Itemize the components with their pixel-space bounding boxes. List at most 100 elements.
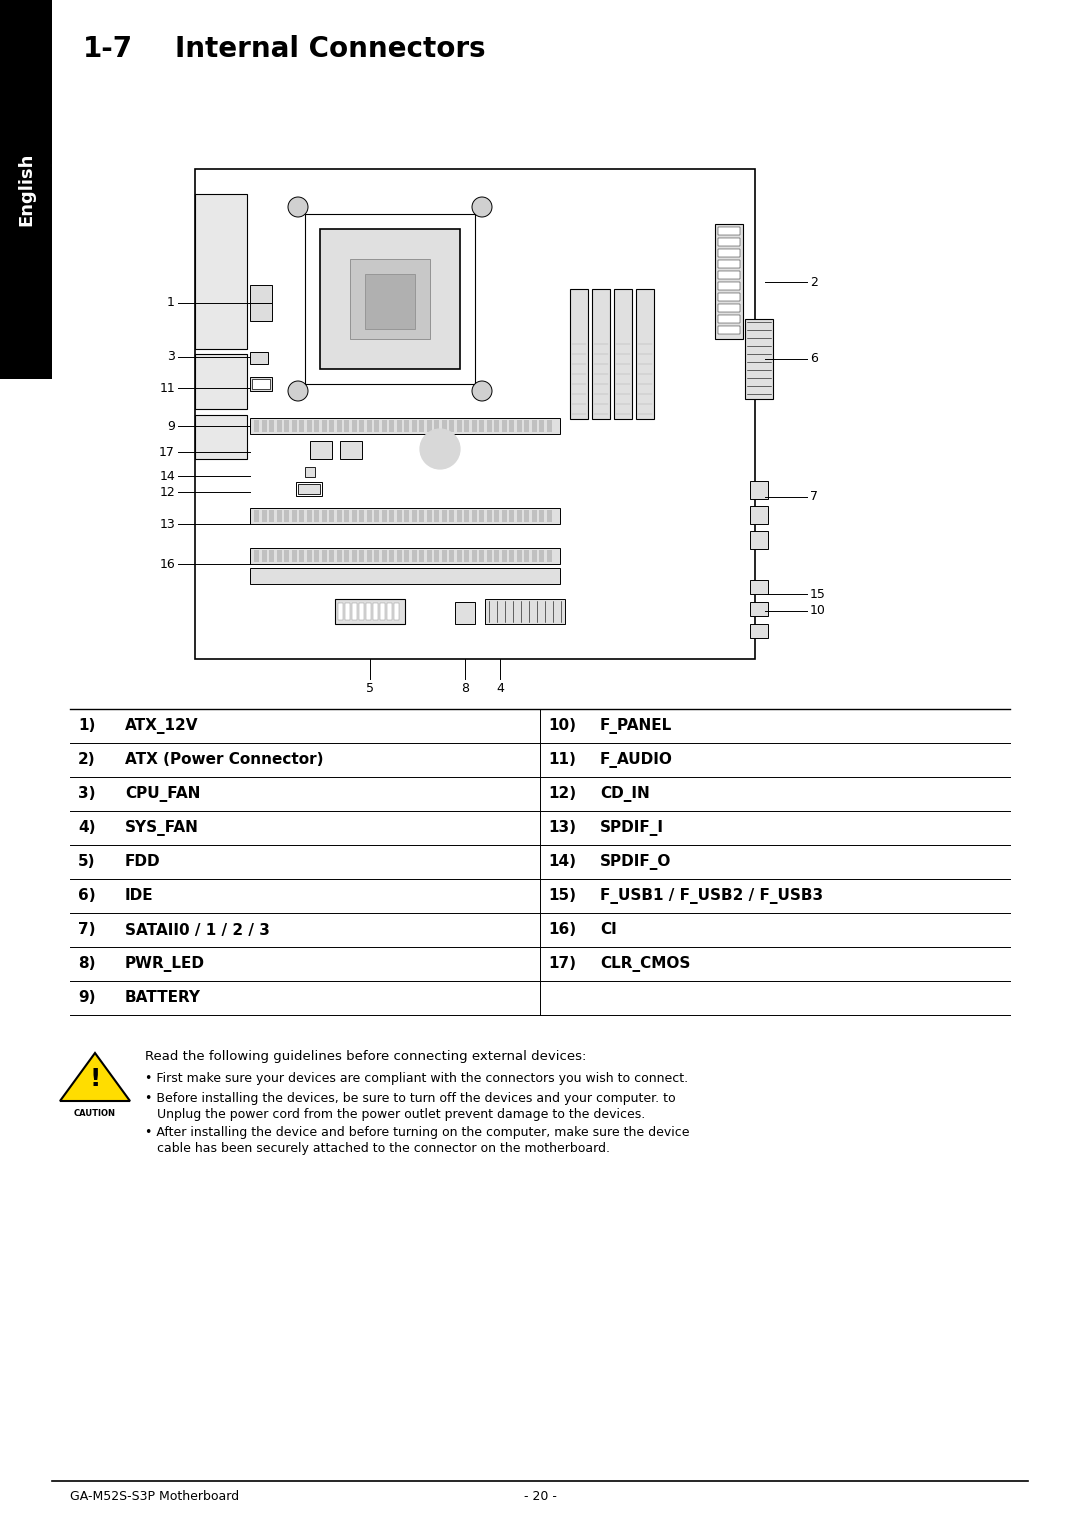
Text: F_AUDIO: F_AUDIO [600, 752, 673, 768]
Text: 15): 15) [548, 888, 576, 904]
Text: SATAII0 / 1 / 2 / 3: SATAII0 / 1 / 2 / 3 [125, 922, 270, 937]
Bar [539, 420, 544, 433]
Text: • First make sure your devices are compliant with the connectors you wish to con: • First make sure your devices are compl… [145, 1072, 688, 1086]
Text: CD_IN: CD_IN [600, 786, 650, 803]
Text: 13): 13) [548, 821, 576, 835]
Bar [373, 602, 378, 619]
Bar [299, 550, 303, 563]
Bar [254, 550, 259, 563]
Bar [249, 547, 561, 564]
Bar [389, 420, 394, 433]
Text: Read the following guidelines before connecting external devices:: Read the following guidelines before con… [145, 1050, 586, 1063]
Text: 7: 7 [810, 491, 818, 503]
Bar [284, 420, 289, 433]
Bar [494, 550, 499, 563]
Bar [366, 602, 372, 619]
Bar [718, 271, 740, 278]
Bar [365, 274, 415, 329]
Bar [254, 511, 259, 521]
Bar [351, 420, 356, 433]
Bar [284, 550, 289, 563]
Bar [249, 352, 268, 364]
Bar [636, 289, 654, 419]
Text: 16: 16 [159, 558, 175, 570]
Bar [455, 602, 475, 624]
Text: F_PANEL: F_PANEL [600, 719, 672, 734]
Bar [249, 508, 561, 524]
Text: 12): 12) [548, 786, 576, 801]
Bar [299, 511, 303, 521]
Text: GA-M52S-S3P Motherboard: GA-M52S-S3P Motherboard [70, 1491, 239, 1503]
Bar [531, 550, 537, 563]
Bar [457, 420, 461, 433]
Circle shape [472, 381, 492, 401]
Bar [314, 420, 319, 433]
Bar [322, 550, 326, 563]
Text: 16): 16) [548, 922, 576, 937]
Bar [298, 485, 320, 494]
Bar [396, 420, 402, 433]
Text: 12: 12 [159, 486, 175, 498]
Bar [337, 550, 341, 563]
Text: 5: 5 [366, 682, 374, 696]
Bar [276, 511, 282, 521]
Text: SYS_FAN: SYS_FAN [125, 820, 199, 836]
Bar [531, 420, 537, 433]
Text: 14): 14) [548, 855, 576, 870]
Bar [615, 289, 632, 419]
Bar [718, 294, 740, 301]
Text: 14: 14 [159, 469, 175, 483]
Bar [261, 511, 267, 521]
Bar [427, 511, 432, 521]
Bar [524, 550, 529, 563]
Bar [718, 239, 740, 246]
Text: !: ! [90, 1067, 100, 1092]
Bar [472, 420, 476, 433]
Bar [434, 550, 438, 563]
Bar [411, 550, 417, 563]
Bar [292, 550, 297, 563]
Bar [718, 326, 740, 333]
Bar [314, 550, 319, 563]
Bar [750, 506, 768, 524]
Text: - 20 -: - 20 - [524, 1491, 556, 1503]
Bar [449, 420, 454, 433]
Bar [404, 420, 409, 433]
Bar [718, 260, 740, 268]
Bar [366, 420, 372, 433]
Bar [480, 550, 484, 563]
Bar [464, 420, 469, 433]
Bar [296, 482, 322, 495]
Bar [351, 511, 356, 521]
Bar [718, 281, 740, 291]
Bar [745, 320, 773, 399]
Text: 4): 4) [78, 821, 95, 835]
Bar [419, 550, 424, 563]
Bar [374, 550, 379, 563]
Text: 5): 5) [78, 855, 95, 870]
Bar [472, 550, 476, 563]
Bar [509, 511, 514, 521]
Bar [322, 511, 326, 521]
Bar [434, 511, 438, 521]
Text: 13: 13 [159, 517, 175, 531]
Bar [449, 511, 454, 521]
Bar [750, 602, 768, 616]
Bar [292, 420, 297, 433]
Text: IDE: IDE [125, 888, 153, 904]
Bar [284, 511, 289, 521]
Bar [254, 420, 259, 433]
Text: 1: 1 [167, 297, 175, 309]
Text: ATX_12V: ATX_12V [125, 719, 199, 734]
Bar [261, 550, 267, 563]
Text: 15: 15 [810, 587, 826, 601]
Bar [249, 284, 272, 303]
Bar [427, 550, 432, 563]
Bar [501, 511, 507, 521]
Bar [411, 511, 417, 521]
Text: BATTERY: BATTERY [125, 991, 201, 1006]
Bar [486, 420, 491, 433]
Bar [718, 315, 740, 323]
Text: CI: CI [600, 922, 617, 937]
Text: 4: 4 [496, 682, 504, 696]
